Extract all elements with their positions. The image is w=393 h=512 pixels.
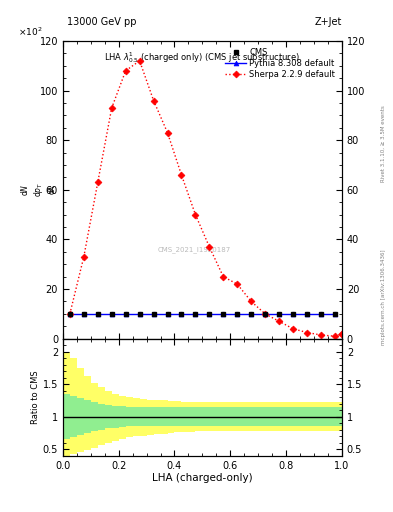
Pythia 8.308 default: [81, 311, 86, 317]
Sherpa 2.2.9 default: [68, 311, 72, 317]
Legend: CMS, Pythia 8.308 default, Sherpa 2.2.9 default: CMS, Pythia 8.308 default, Sherpa 2.2.9 …: [223, 45, 338, 81]
Sherpa 2.2.9 default: [235, 281, 240, 287]
Pythia 8.308 default: [193, 311, 198, 317]
Sherpa 2.2.9 default: [123, 68, 128, 74]
Pythia 8.308 default: [332, 311, 337, 317]
Sherpa 2.2.9 default: [151, 97, 156, 103]
CMS: [277, 311, 281, 317]
Pythia 8.308 default: [207, 311, 212, 317]
Text: Rivet 3.1.10, ≥ 3.5M events: Rivet 3.1.10, ≥ 3.5M events: [381, 105, 386, 182]
Pythia 8.308 default: [123, 311, 128, 317]
Y-axis label: $\mathrm{d}N$
$\mathrm{d}p_T$
$\mathrm{d}\lambda$: $\mathrm{d}N$ $\mathrm{d}p_T$ $\mathrm{d…: [19, 182, 57, 198]
Y-axis label: Ratio to CMS: Ratio to CMS: [31, 370, 40, 424]
CMS: [305, 311, 309, 317]
Pythia 8.308 default: [68, 311, 72, 317]
Sherpa 2.2.9 default: [95, 179, 100, 185]
Line: CMS: CMS: [68, 311, 337, 316]
Sherpa 2.2.9 default: [207, 244, 212, 250]
Pythia 8.308 default: [263, 311, 268, 317]
CMS: [263, 311, 268, 317]
X-axis label: LHA (charged-only): LHA (charged-only): [152, 473, 253, 483]
Sherpa 2.2.9 default: [319, 332, 323, 338]
Pythia 8.308 default: [109, 311, 114, 317]
CMS: [332, 311, 337, 317]
Sherpa 2.2.9 default: [332, 333, 337, 339]
Sherpa 2.2.9 default: [165, 130, 170, 136]
CMS: [179, 311, 184, 317]
Sherpa 2.2.9 default: [179, 172, 184, 178]
Text: 13000 GeV pp: 13000 GeV pp: [67, 17, 136, 27]
Pythia 8.308 default: [235, 311, 240, 317]
Sherpa 2.2.9 default: [81, 254, 86, 260]
Text: mcplots.cern.ch [arXiv:1306.3436]: mcplots.cern.ch [arXiv:1306.3436]: [381, 249, 386, 345]
CMS: [165, 311, 170, 317]
Pythia 8.308 default: [277, 311, 281, 317]
Sherpa 2.2.9 default: [137, 58, 142, 64]
Text: $\times 10^{2}$: $\times 10^{2}$: [18, 26, 43, 38]
Sherpa 2.2.9 default: [249, 298, 253, 305]
Pythia 8.308 default: [291, 311, 296, 317]
CMS: [123, 311, 128, 317]
CMS: [249, 311, 253, 317]
CMS: [81, 311, 86, 317]
Sherpa 2.2.9 default: [221, 273, 226, 280]
Sherpa 2.2.9 default: [263, 311, 268, 317]
Line: Sherpa 2.2.9 default: Sherpa 2.2.9 default: [68, 58, 337, 338]
CMS: [68, 311, 72, 317]
CMS: [207, 311, 212, 317]
Pythia 8.308 default: [151, 311, 156, 317]
Sherpa 2.2.9 default: [109, 105, 114, 111]
CMS: [221, 311, 226, 317]
Line: Pythia 8.308 default: Pythia 8.308 default: [68, 311, 337, 316]
CMS: [319, 311, 323, 317]
CMS: [235, 311, 240, 317]
Sherpa 2.2.9 default: [193, 211, 198, 218]
CMS: [109, 311, 114, 317]
CMS: [95, 311, 100, 317]
Pythia 8.308 default: [319, 311, 323, 317]
Sherpa 2.2.9 default: [291, 326, 296, 332]
Pythia 8.308 default: [95, 311, 100, 317]
Pythia 8.308 default: [249, 311, 253, 317]
Pythia 8.308 default: [305, 311, 309, 317]
CMS: [151, 311, 156, 317]
Sherpa 2.2.9 default: [305, 329, 309, 335]
CMS: [193, 311, 198, 317]
Text: Z+Jet: Z+Jet: [314, 17, 342, 27]
CMS: [137, 311, 142, 317]
Pythia 8.308 default: [137, 311, 142, 317]
Pythia 8.308 default: [165, 311, 170, 317]
Pythia 8.308 default: [179, 311, 184, 317]
Sherpa 2.2.9 default: [277, 318, 281, 325]
Text: LHA $\lambda^{1}_{0.5}$ (charged only) (CMS jet substructure): LHA $\lambda^{1}_{0.5}$ (charged only) (…: [105, 50, 300, 65]
CMS: [291, 311, 296, 317]
Text: CMS_2021_I1920187: CMS_2021_I1920187: [158, 246, 231, 253]
Pythia 8.308 default: [221, 311, 226, 317]
